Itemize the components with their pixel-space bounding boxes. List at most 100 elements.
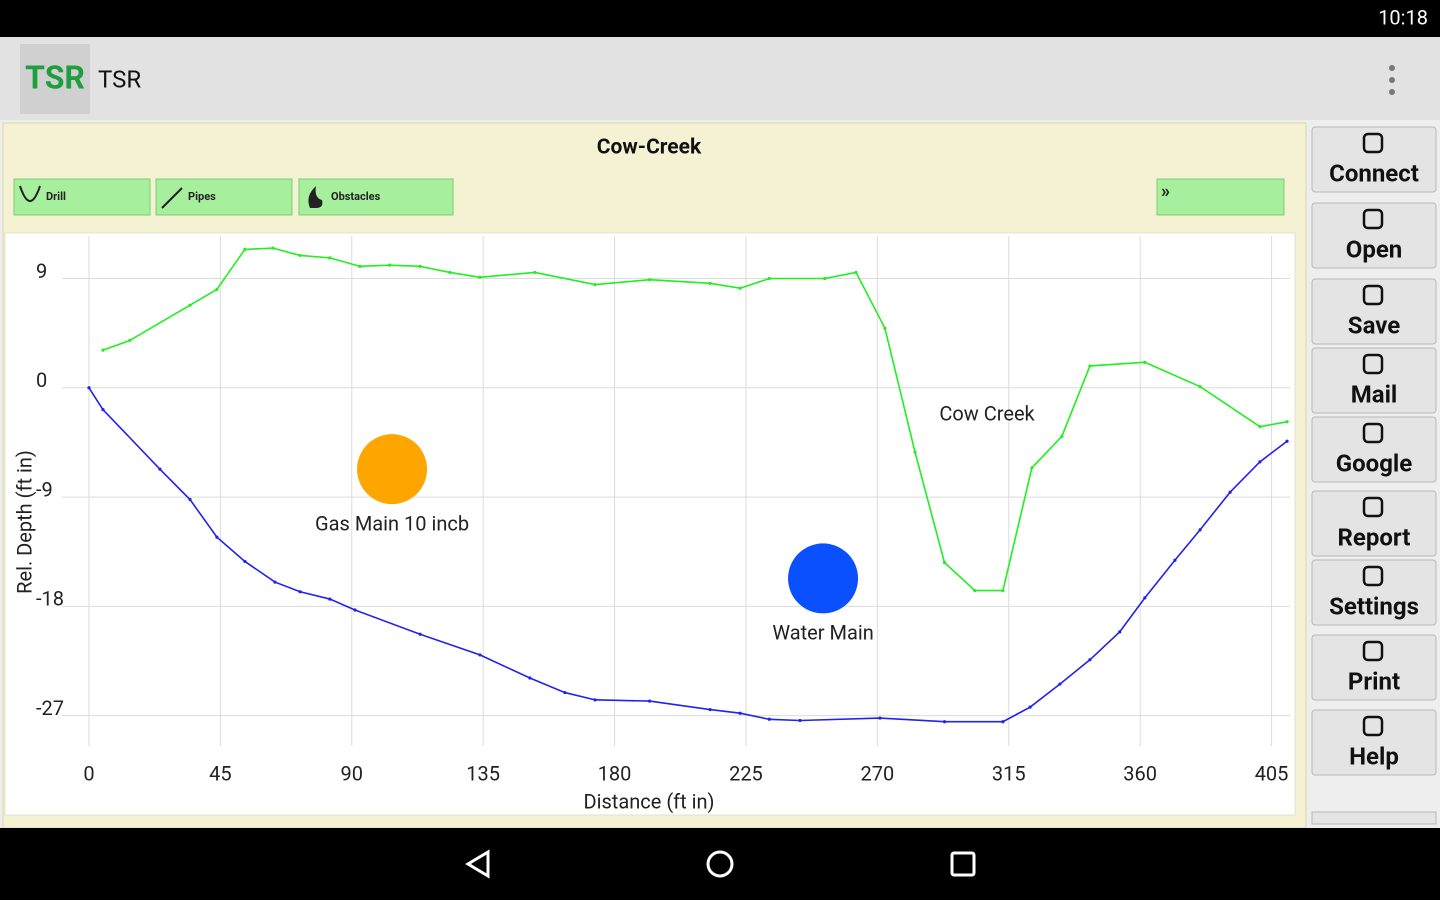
series-annotation: Cow Creek xyxy=(939,401,1035,425)
vertex xyxy=(708,281,712,285)
vertex xyxy=(738,286,742,290)
vertex xyxy=(298,253,302,258)
vertex xyxy=(418,632,422,636)
vertex xyxy=(767,276,771,281)
vertex xyxy=(1198,384,1202,389)
app-title: TSR xyxy=(98,65,141,93)
sidebar-label: Save xyxy=(1348,311,1400,339)
flame-icon xyxy=(308,186,323,208)
x-tick-label: 45 xyxy=(209,761,231,785)
x-axis-label: Distance (ft in) xyxy=(584,789,715,813)
plot-area xyxy=(4,232,1296,816)
project-title: Cow-Creek xyxy=(597,136,702,160)
toolbar-label: Pipes xyxy=(188,190,216,203)
vertex xyxy=(798,718,802,723)
sidebar-button[interactable] xyxy=(1311,811,1437,825)
vertex xyxy=(188,303,192,307)
button-icon xyxy=(1362,640,1384,662)
button-icon xyxy=(1362,496,1384,518)
toolbar-button[interactable] xyxy=(13,178,151,216)
sidebar-label: Google xyxy=(1336,449,1413,477)
vertex xyxy=(388,263,392,267)
toolbar-button[interactable] xyxy=(1156,178,1285,216)
vertex xyxy=(1058,682,1062,686)
sidebar-button[interactable] xyxy=(1311,202,1437,269)
vertex xyxy=(215,287,219,292)
toolbar-label: Drill xyxy=(46,190,66,203)
vertex xyxy=(158,467,162,471)
toolbar-button[interactable] xyxy=(155,178,293,216)
status-bar xyxy=(0,0,1440,37)
nav-bar xyxy=(0,828,1440,900)
y-tick-label: -18 xyxy=(36,587,64,611)
obstacle xyxy=(357,434,428,505)
vertex xyxy=(1118,630,1122,634)
vertex xyxy=(533,270,537,275)
sidebar-label: Settings xyxy=(1329,592,1419,620)
x-tick-label: 135 xyxy=(466,761,500,785)
sidebar-label: Help xyxy=(1349,742,1399,770)
sidebar-label: Connect xyxy=(1329,159,1419,187)
vertex xyxy=(418,264,422,268)
logo: TSR xyxy=(25,58,85,96)
vertex xyxy=(328,256,332,260)
toolbar-label: Obstacles xyxy=(331,190,381,203)
vertex xyxy=(1285,420,1289,424)
vertex xyxy=(738,711,742,715)
sidebar-button[interactable] xyxy=(1311,347,1437,414)
sidebar-button[interactable] xyxy=(1311,559,1437,626)
button-icon xyxy=(1362,715,1384,737)
toolbar-button[interactable] xyxy=(298,178,454,216)
x-tick-label: 0 xyxy=(83,761,94,785)
sidebar-label: Report xyxy=(1338,523,1411,551)
vertex xyxy=(1143,360,1147,364)
vertex xyxy=(478,653,482,657)
vertex xyxy=(358,264,362,268)
sidebar-button[interactable] xyxy=(1311,490,1437,557)
sidebar-button[interactable] xyxy=(1311,709,1437,776)
vertex xyxy=(215,535,219,539)
vertex xyxy=(101,408,105,412)
sidebar-button[interactable] xyxy=(1311,416,1437,483)
vertex xyxy=(1001,720,1005,724)
vertex xyxy=(1285,439,1289,443)
vertex xyxy=(1088,658,1092,662)
vertex xyxy=(128,338,132,343)
menu[interactable] xyxy=(1389,65,1395,95)
sidebar-button[interactable] xyxy=(1311,126,1437,193)
pipe-icon xyxy=(161,187,183,209)
vertex xyxy=(1030,466,1034,470)
vertex xyxy=(708,707,712,712)
y-axis-label: Rel. Depth (ft in) xyxy=(12,450,36,594)
nav-buttons[interactable] xyxy=(465,849,976,879)
y-tick-label: -27 xyxy=(36,696,64,720)
vertex xyxy=(1088,364,1092,368)
vertex xyxy=(767,717,771,721)
vertex xyxy=(942,561,947,565)
vertex xyxy=(1001,588,1005,593)
vertex xyxy=(648,278,652,282)
vertex xyxy=(854,270,858,275)
button-icon xyxy=(1362,565,1384,587)
vertex xyxy=(243,247,247,251)
vertex xyxy=(478,275,482,279)
vertex xyxy=(648,699,652,703)
sidebar-button[interactable] xyxy=(1311,278,1437,345)
sidebar-button[interactable] xyxy=(1311,634,1437,701)
vertex xyxy=(883,326,887,330)
vertex xyxy=(878,716,882,720)
vertex xyxy=(1060,434,1064,438)
button-icon xyxy=(1362,284,1384,306)
vertex xyxy=(448,270,452,275)
y-tick-label: 0 xyxy=(36,368,47,392)
vertex xyxy=(328,597,332,601)
app-bar xyxy=(0,37,1440,120)
vertex xyxy=(1028,705,1032,709)
vertex xyxy=(1258,425,1262,429)
logo-bg xyxy=(20,44,90,114)
vertex xyxy=(823,276,827,281)
button-icon xyxy=(1362,208,1384,230)
vertex xyxy=(913,450,917,454)
button-icon xyxy=(1362,422,1384,444)
